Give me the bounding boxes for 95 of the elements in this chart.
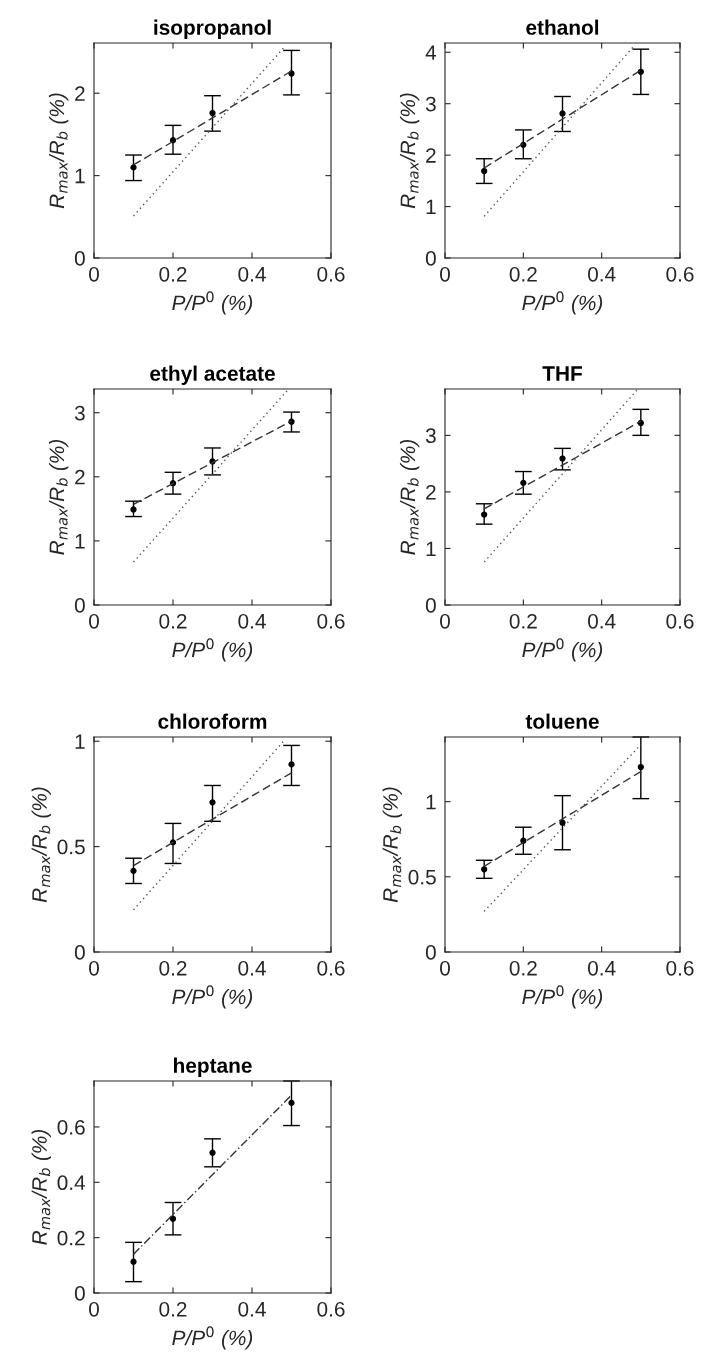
y-tick-label: 1 <box>75 168 85 184</box>
y-tick-label: 2 <box>75 86 85 101</box>
chart-title: THF <box>542 366 582 381</box>
x-axis-title: P/P$^{0}$ (%) <box>172 638 253 662</box>
x-axis-title: P/P$^{0}$ (%) <box>172 291 253 315</box>
chart-title: isopropanol <box>154 19 271 39</box>
y-tick-label: 0 <box>74 251 85 266</box>
y-tick-label: 4 <box>425 45 437 60</box>
chart-title: ethanol <box>526 19 599 35</box>
x-tick-label: 0.2 <box>509 960 537 976</box>
y-tick-label: 1 <box>75 734 85 749</box>
point <box>130 867 137 874</box>
y-tick-label: 0.6 <box>57 1119 85 1135</box>
point <box>169 137 177 144</box>
y-tick-label: 0 <box>425 945 436 960</box>
y-tick-label: 1 <box>426 541 436 556</box>
x-tick-label: 0.2 <box>159 1301 187 1317</box>
x-tick-label: 0.2 <box>509 266 537 282</box>
x-axis-title: P/P$^{0}$ (%) <box>522 638 603 662</box>
x-tick-label: 0.4 <box>588 613 616 629</box>
y-tick-label: 0 <box>74 1286 85 1301</box>
x-tick-label: 0.4 <box>238 613 266 629</box>
x-axis-title: P/P$^{0}$ (%) <box>172 985 253 1009</box>
y-tick-label: 3 <box>74 405 85 421</box>
y-axis-title: R$_{max}$/R$_{b}$ (%) <box>48 93 69 209</box>
y-axis-title: R$_{max}$/R$_{b}$ (%) <box>399 93 420 209</box>
chart-title: chloroform <box>158 713 267 729</box>
chart-title: heptane <box>174 1057 252 1077</box>
point <box>169 1215 177 1222</box>
x-tick-label: 0.4 <box>588 960 616 976</box>
x-tick-label: 0.2 <box>509 613 537 629</box>
y-tick-label: 1 <box>426 199 436 215</box>
x-tick-label: 0 <box>89 266 99 282</box>
y-tick-label: 1 <box>426 794 436 810</box>
point <box>559 455 566 462</box>
x-tick-label: 0.4 <box>588 266 616 282</box>
y-axis-title: R$_{max}$/R$_{b}$ (%) <box>31 787 51 903</box>
point <box>559 819 566 826</box>
y-tick-label: 0.2 <box>57 1230 85 1246</box>
x-tick-label: 0 <box>440 266 450 282</box>
x-tick-label: 0.6 <box>317 960 345 976</box>
y-tick-label: 2 <box>426 148 436 163</box>
y-axis-title: R$_{max}$/R$_{b}$ (%) <box>31 1129 51 1245</box>
point <box>209 109 216 117</box>
point <box>481 866 488 873</box>
x-tick-label: 0 <box>89 1301 99 1317</box>
point <box>209 799 216 806</box>
x-tick-label: 0.6 <box>666 266 694 282</box>
x-tick-label: 0.4 <box>238 960 266 976</box>
point <box>481 511 488 518</box>
y-tick-label: 0 <box>74 945 85 960</box>
point <box>130 164 137 171</box>
y-tick-label: 3 <box>425 96 436 112</box>
point <box>130 1258 137 1265</box>
point <box>288 1099 295 1106</box>
y-tick-label: 2 <box>75 469 85 485</box>
x-tick-label: 0.4 <box>238 266 266 282</box>
y-tick-label: 3 <box>425 428 436 444</box>
y-tick-label: 1 <box>75 534 85 549</box>
point <box>481 167 488 175</box>
x-axis-title: P/P$^{0}$ (%) <box>522 291 603 315</box>
x-tick-label: 0 <box>89 613 99 629</box>
point <box>209 1149 216 1156</box>
y-tick-label: 2 <box>426 484 436 500</box>
y-tick-label: 0 <box>425 598 436 613</box>
x-axis-title: P/P$^{0}$ (%) <box>172 1326 253 1350</box>
point <box>520 479 527 486</box>
point <box>288 761 295 768</box>
y-tick-label: 0.4 <box>57 1175 86 1191</box>
y-axis-title: R$_{max}$/R$_{b}$ (%) <box>382 787 402 903</box>
x-axis-title: P/P$^{0}$ (%) <box>522 985 603 1009</box>
x-tick-label: 0 <box>440 960 450 976</box>
x-tick-label: 0.2 <box>159 613 187 629</box>
x-tick-label: 0 <box>89 960 99 976</box>
x-tick-label: 0.2 <box>159 960 187 976</box>
y-tick-label: 0 <box>74 598 85 613</box>
chart-title: ethyl acetate <box>150 365 275 385</box>
y-axis-title: R$_{max}$/R$_{b}$ (%) <box>399 439 420 555</box>
x-tick-label: 0.2 <box>159 266 187 282</box>
x-tick-label: 0.6 <box>317 266 345 282</box>
x-tick-label: 0.6 <box>317 613 345 629</box>
y-axis-title: R$_{max}$/R$_{b}$ (%) <box>48 439 69 555</box>
point <box>520 837 527 844</box>
x-tick-label: 0 <box>440 613 450 629</box>
point <box>637 763 644 771</box>
y-tick-label: 0.5 <box>408 869 436 885</box>
x-tick-label: 0.6 <box>317 1301 345 1317</box>
x-tick-label: 0.4 <box>238 1301 266 1317</box>
point <box>559 110 566 117</box>
x-tick-label: 0.6 <box>666 960 694 976</box>
x-tick-label: 0.6 <box>666 613 694 629</box>
chart-title: toluene <box>525 713 599 729</box>
y-tick-label: 0 <box>425 251 436 266</box>
point <box>130 506 137 513</box>
y-tick-label: 0.5 <box>57 839 85 855</box>
